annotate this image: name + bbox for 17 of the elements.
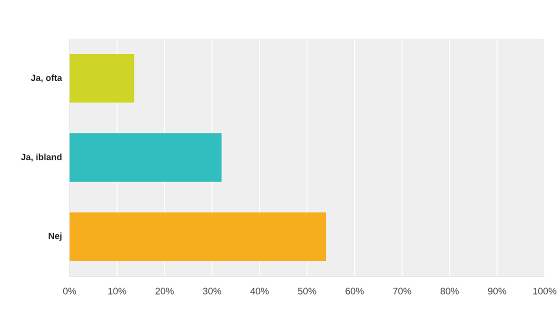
- x-tick-label: 40%: [250, 288, 269, 294]
- x-tick-label: 100%: [533, 288, 556, 294]
- x-tick-label: 70%: [393, 288, 412, 294]
- y-tick-label: Ja, ofta: [30, 74, 62, 82]
- x-tick-label: 50%: [298, 288, 316, 294]
- y-tick-label: Nej: [48, 232, 62, 241]
- bar: [70, 133, 222, 182]
- x-tick-label: 10%: [108, 288, 126, 294]
- x-tick-label: 60%: [346, 288, 364, 294]
- bar: [70, 54, 134, 103]
- x-tick-label: 20%: [156, 288, 174, 294]
- bar: [70, 212, 326, 262]
- y-tick-label: Ja, ibland: [20, 154, 62, 162]
- x-tick-label: 80%: [440, 288, 459, 294]
- x-tick-label: 0%: [63, 288, 76, 294]
- x-tick-label: 30%: [202, 288, 222, 294]
- x-tick-label: 90%: [488, 288, 506, 294]
